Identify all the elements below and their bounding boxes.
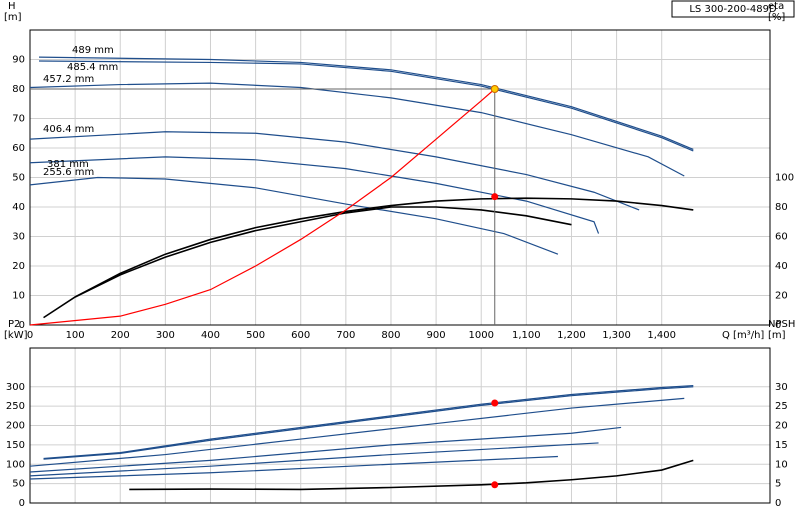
y-unit: [m] <box>4 12 22 23</box>
y-tick-label: 30 <box>12 232 25 243</box>
y-tick-label: 10 <box>12 291 25 302</box>
curve-label: 485.4 mm <box>67 62 118 73</box>
curve <box>129 459 694 491</box>
op-p2 <box>491 399 499 407</box>
y2-label: NPSH <box>768 319 795 330</box>
x-tick-label: 400 <box>201 330 220 341</box>
y2-label: eta <box>768 1 784 12</box>
x-tick-label: 500 <box>246 330 265 341</box>
y-tick-label: 100 <box>6 459 25 470</box>
y-tick-label: 70 <box>12 114 25 125</box>
legend-box <box>671 0 795 18</box>
curve <box>39 56 694 151</box>
curve-label: 381 mm <box>47 159 89 170</box>
curve <box>29 88 496 326</box>
x-tick-label: 100 <box>66 330 85 341</box>
plot-frame <box>29 347 771 504</box>
y-tick-label: 50 <box>12 173 25 184</box>
y2-tick-label: 10 <box>775 459 788 470</box>
x-tick-label: 0 <box>27 330 33 341</box>
y2-tick-label: 0 <box>775 498 781 509</box>
y-tick-label: 20 <box>12 261 25 272</box>
y2-tick-label: 25 <box>775 401 788 412</box>
y-tick-label: 90 <box>12 55 25 66</box>
y-tick-label: 0 <box>19 320 25 331</box>
curve <box>74 206 572 298</box>
op-npsh <box>491 481 499 489</box>
y2-tick-label: 30 <box>775 382 788 393</box>
curve <box>29 176 559 255</box>
y-tick-label: 50 <box>12 479 25 490</box>
y-tick-label: 200 <box>6 421 25 432</box>
curve <box>29 442 599 477</box>
x-tick-label: 1,100 <box>512 330 541 341</box>
y2-tick-label: 20 <box>775 421 788 432</box>
y-label: P2 <box>8 319 20 330</box>
y2-unit: [%] <box>768 12 785 23</box>
x-tick-label: 700 <box>336 330 355 341</box>
y2-unit: [m] <box>768 330 786 341</box>
curve <box>29 156 600 234</box>
curve <box>43 197 694 319</box>
curve <box>29 397 685 467</box>
y-label: H <box>8 1 16 12</box>
y2-tick-label: 80 <box>775 202 788 213</box>
legend-text: LS 300-200-489D <box>689 4 777 15</box>
y-tick-label: 80 <box>12 84 25 95</box>
x-tick-label: 300 <box>156 330 175 341</box>
op-eta <box>491 193 499 201</box>
curve <box>43 386 694 460</box>
x-tick-label: 900 <box>427 330 446 341</box>
y2-tick-label: 15 <box>775 440 788 451</box>
x-tick-label: 600 <box>291 330 310 341</box>
x-tick-label: 1000 <box>468 330 493 341</box>
curve-label: 255.6 mm <box>43 167 94 178</box>
y-tick-label: 0 <box>19 498 25 509</box>
y-tick-label: 250 <box>6 401 25 412</box>
curve-label: 457.2 mm <box>43 74 94 85</box>
y2-tick-label: 40 <box>775 261 788 272</box>
x-tick-label: 1,200 <box>557 330 586 341</box>
curve <box>29 131 640 211</box>
curve <box>29 426 622 473</box>
plot-frame <box>29 29 771 326</box>
x-tick-label: 800 <box>381 330 400 341</box>
x-tick-label: 1,300 <box>602 330 631 341</box>
y2-tick-label: 5 <box>775 479 781 490</box>
y-tick-label: 60 <box>12 143 25 154</box>
x-tick-label: 1,400 <box>647 330 676 341</box>
x-label: Q [m³/h] <box>722 330 764 341</box>
curve <box>43 384 694 460</box>
curve <box>29 455 558 480</box>
y2-tick-label: 100 <box>775 173 794 184</box>
y2-tick-label: 60 <box>775 232 788 243</box>
x-tick-label: 200 <box>111 330 130 341</box>
y2-tick-label: 20 <box>775 291 788 302</box>
y-tick-label: 150 <box>6 440 25 451</box>
y2-tick-label: 0 <box>775 320 781 331</box>
curve-label: 489 mm <box>72 45 114 56</box>
y-tick-label: 40 <box>12 202 25 213</box>
op-point <box>490 85 499 93</box>
curve-label: 406.4 mm <box>43 124 94 135</box>
y-unit: [kW] <box>4 330 28 341</box>
curve <box>29 82 685 177</box>
y-tick-label: 300 <box>6 382 25 393</box>
curve <box>39 60 694 152</box>
